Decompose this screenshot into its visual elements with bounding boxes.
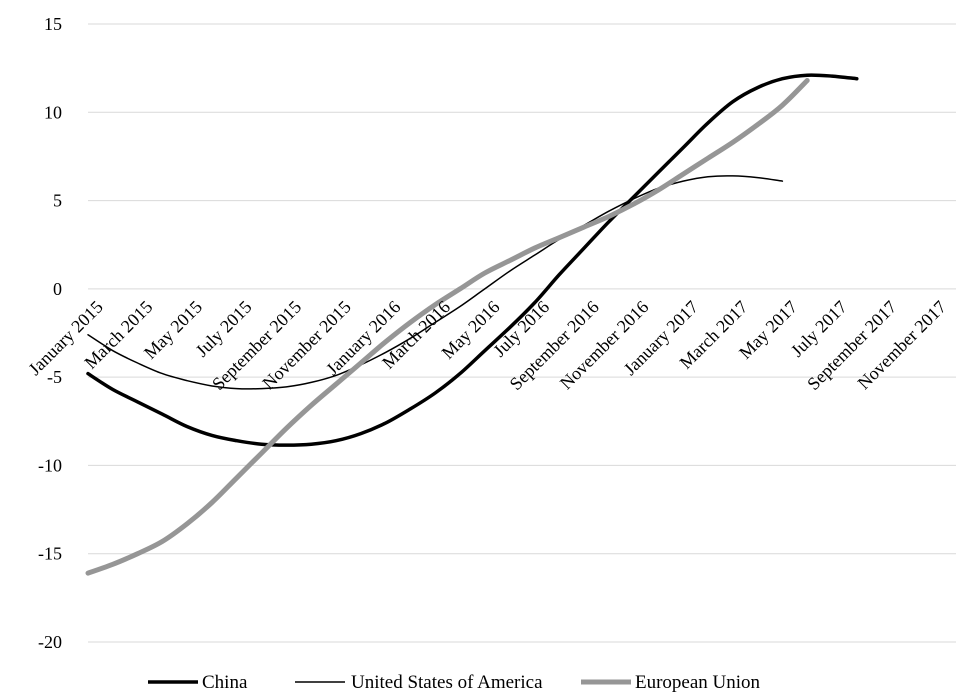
y-tick-label: -5 — [47, 367, 62, 387]
legend-label-2: European Union — [635, 672, 761, 692]
x-tick-label: September 2017 — [803, 297, 900, 394]
series-lines — [85, 73, 859, 576]
gridlines — [88, 23, 956, 643]
series-line-2 — [85, 78, 810, 576]
y-tick-label: 0 — [53, 279, 62, 299]
x-tick-label: November 2016 — [556, 297, 653, 394]
y-tick-label: -10 — [38, 455, 62, 475]
y-tick-label: -20 — [38, 632, 62, 652]
y-axis-tick-labels: 15 10 5 0 -5 -10 -15 -20 — [38, 14, 62, 652]
y-tick-label: -15 — [38, 544, 62, 564]
x-tick-label: September 2016 — [506, 297, 603, 394]
y-tick-label: 5 — [53, 191, 62, 211]
legend: China United States of America European Un… — [148, 672, 761, 692]
x-tick-label: September 2015 — [208, 297, 305, 394]
legend-label-0: China — [202, 672, 248, 692]
y-tick-label: 10 — [44, 102, 62, 122]
y-tick-label: 15 — [44, 14, 62, 34]
series-line-0 — [86, 73, 859, 447]
x-tick-label: November 2017 — [854, 297, 951, 394]
legend-label-1: United States of America — [351, 672, 543, 692]
